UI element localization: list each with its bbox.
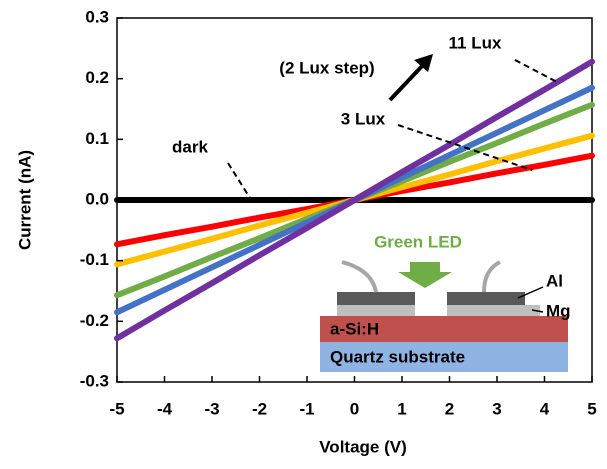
- x-axis-label: Voltage (V): [319, 437, 407, 456]
- x-tick-label: -1: [299, 399, 314, 418]
- mg-layer: [447, 305, 540, 316]
- annotation: (2 Lux step): [279, 58, 374, 77]
- y-tick-label: 0.1: [85, 129, 109, 148]
- al-layer: [337, 292, 415, 305]
- wire: [484, 262, 500, 292]
- x-tick-label: 1: [397, 399, 406, 418]
- al-layer: [447, 292, 525, 305]
- y-tick-label: 0.0: [85, 189, 109, 208]
- x-tick-label: 5: [587, 399, 596, 418]
- inset-label: Mg: [546, 301, 571, 320]
- leader-line: [228, 163, 250, 198]
- light-arrow: [398, 262, 452, 288]
- mg-layer: [337, 305, 415, 316]
- leader-line: [515, 60, 557, 82]
- x-tick-label: -2: [252, 399, 267, 418]
- series-label: dark: [172, 137, 208, 156]
- inset-label: a-Si:H: [330, 319, 379, 338]
- arrow-shaft: [390, 64, 424, 100]
- x-tick-label: 3: [492, 399, 501, 418]
- x-tick-label: 4: [540, 399, 550, 418]
- inset-label: Green LED: [374, 232, 462, 251]
- page: Voltage (V) Current (nA) dark 3 Lux 11 L…: [0, 0, 607, 469]
- chart: Voltage (V) Current (nA) dark 3 Lux 11 L…: [0, 0, 607, 464]
- inset-label: Quartz substrate: [330, 347, 465, 366]
- wire: [342, 262, 376, 292]
- y-tick-label: 0.2: [85, 68, 109, 87]
- y-tick-label: -0.3: [80, 371, 109, 390]
- inset-label: Al: [546, 271, 563, 290]
- y-axis-label: Current (nA): [15, 150, 34, 250]
- series-label: 11 Lux: [449, 33, 502, 52]
- y-tick-label: -0.2: [80, 311, 109, 330]
- x-tick-label: -5: [109, 399, 124, 418]
- y-tick-label: -0.1: [80, 250, 109, 269]
- x-tick-label: 2: [445, 399, 454, 418]
- y-tick-label: 0.3: [85, 7, 109, 26]
- series-label: 3 Lux: [341, 109, 386, 128]
- x-tick-label: -3: [204, 399, 219, 418]
- x-tick-label: 0: [350, 399, 359, 418]
- x-tick-label: -4: [157, 399, 173, 418]
